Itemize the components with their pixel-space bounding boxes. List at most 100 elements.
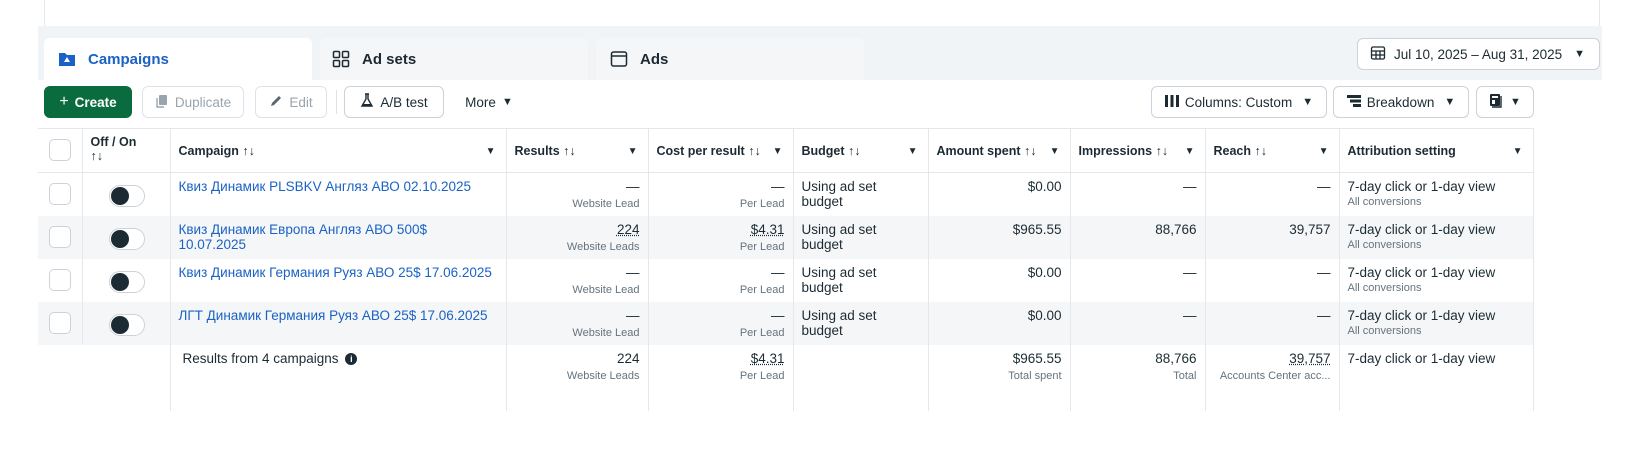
caret-down-icon: ▼ xyxy=(1302,96,1314,108)
ab-test-button[interactable]: A/B test xyxy=(344,86,444,118)
cost-per-result-value[interactable]: $4.31 xyxy=(750,222,785,237)
top-card-edge xyxy=(44,0,1600,30)
results-unit: Website Lead xyxy=(572,327,640,339)
summary-amount-spent: $965.55 xyxy=(1012,351,1062,366)
duplicate-icon xyxy=(155,94,169,111)
campaign-toggle[interactable] xyxy=(108,228,145,250)
caret-down-icon[interactable]: ▼ xyxy=(772,146,783,157)
edit-button[interactable]: Edit xyxy=(255,86,327,118)
summary-impressions: 88,766 xyxy=(1155,351,1197,366)
amount-spent-value: $0.00 xyxy=(1027,265,1062,280)
more-button[interactable]: More ▼ xyxy=(456,86,522,118)
table-row: Квиз Динамик Германия Руяз АВО 25$ 17.06… xyxy=(38,259,1534,302)
date-range-picker[interactable]: Jul 10, 2025 – Aug 31, 2025 ▼ xyxy=(1357,38,1600,70)
summary-attribution: 7-day click or 1-day view xyxy=(1347,351,1496,366)
table-header-row: Off / On ↑↓ Campaign ↑↓ ▼ Results ↑↓ ▼ C… xyxy=(38,128,1534,173)
tab-campaigns-label: Campaigns xyxy=(88,50,169,68)
amount-spent-value: $0.00 xyxy=(1027,308,1062,323)
columns-button[interactable]: Columns: Custom ▼ xyxy=(1151,86,1327,118)
toolbar: + Create Duplicate Edit A/B test More ▼ … xyxy=(44,86,1633,118)
attribution-value: 7-day click or 1-day view xyxy=(1347,179,1496,194)
row-checkbox[interactable] xyxy=(49,269,71,291)
attribution-header-label: Attribution setting xyxy=(1347,144,1456,158)
campaign-toggle[interactable] xyxy=(108,271,145,293)
summary-reach[interactable]: 39,757 xyxy=(1289,351,1331,366)
reports-button[interactable]: ▼ xyxy=(1476,86,1534,118)
impressions-header[interactable]: Impressions ↑↓ ▼ xyxy=(1070,128,1206,173)
campaign-header[interactable]: Campaign ↑↓ ▼ xyxy=(170,128,507,173)
breakdown-button[interactable]: Breakdown ▼ xyxy=(1333,86,1469,118)
columns-label: Columns: Custom xyxy=(1184,94,1293,110)
tab-ads[interactable]: Ads xyxy=(596,38,864,80)
reach-header[interactable]: Reach ↑↓ ▼ xyxy=(1205,128,1340,173)
summary-results: 224 xyxy=(616,351,640,366)
results-value: — xyxy=(626,265,640,280)
impressions-header-label: Impressions xyxy=(1078,144,1153,158)
tab-ads-label: Ads xyxy=(640,50,669,68)
reports-icon xyxy=(1489,93,1504,111)
caret-down-icon: ▼ xyxy=(1574,48,1586,60)
cost-per-result-header-label: Cost per result xyxy=(656,144,745,158)
campaign-name-link[interactable]: Квиз Динамик Германия Руяз АВО 25$ 17.06… xyxy=(178,265,492,280)
campaign-name-link[interactable]: Квиз Динамик Европа Англяз АВО 500$ 10.0… xyxy=(178,222,427,252)
folder-icon xyxy=(58,50,76,68)
select-all-checkbox[interactable] xyxy=(49,139,71,161)
caret-down-icon[interactable]: ▼ xyxy=(1184,146,1195,157)
sort-icon: ↑↓ xyxy=(848,144,861,158)
caret-down-icon[interactable]: ▼ xyxy=(1318,146,1329,157)
budget-value: Using ad set budget xyxy=(801,179,877,209)
summary-impressions-unit: Total xyxy=(1173,370,1197,382)
duplicate-label: Duplicate xyxy=(174,94,232,110)
row-checkbox[interactable] xyxy=(49,226,71,248)
amount-spent-header[interactable]: Amount spent ↑↓ ▼ xyxy=(928,128,1071,173)
amount-spent-value: $965.55 xyxy=(1012,222,1062,237)
create-button[interactable]: + Create xyxy=(44,86,132,118)
sort-icon: ↑↓ xyxy=(90,149,104,163)
results-header[interactable]: Results ↑↓ ▼ xyxy=(506,128,649,173)
campaign-toggle[interactable] xyxy=(108,185,145,207)
summary-cost-per-result[interactable]: $4.31 xyxy=(750,351,785,366)
caret-down-icon[interactable]: ▼ xyxy=(1049,146,1060,157)
attribution-sub: All conversions xyxy=(1347,325,1422,337)
budget-value: Using ad set budget xyxy=(801,265,877,295)
duplicate-button[interactable]: Duplicate xyxy=(142,86,244,118)
attribution-value: 7-day click or 1-day view xyxy=(1347,308,1496,323)
results-value[interactable]: 224 xyxy=(616,222,640,237)
caret-down-icon[interactable]: ▼ xyxy=(907,146,918,157)
summary-results-unit: Website Leads xyxy=(566,370,640,382)
results-value: — xyxy=(626,308,640,323)
summary-label: Results from 4 campaigns xyxy=(182,351,339,366)
campaign-name-link[interactable]: ЛГТ Динамик Германия Руяз АВО 25$ 17.06.… xyxy=(178,308,488,323)
ab-test-label: A/B test xyxy=(380,94,428,110)
off-on-header[interactable]: Off / On ↑↓ xyxy=(82,128,171,173)
tab-adsets[interactable]: Ad sets xyxy=(320,38,588,80)
summary-reach-unit: Accounts Center acc... xyxy=(1219,370,1331,382)
row-checkbox[interactable] xyxy=(49,183,71,205)
toolbar-divider xyxy=(336,90,337,114)
info-icon[interactable]: i xyxy=(345,353,358,366)
amount-spent-value: $0.00 xyxy=(1027,179,1062,194)
budget-header[interactable]: Budget ↑↓ ▼ xyxy=(793,128,929,173)
impressions-value: — xyxy=(1183,179,1197,194)
date-range-label: Jul 10, 2025 – Aug 31, 2025 xyxy=(1394,46,1563,62)
table-row: Квиз Динамик Европа Англяз АВО 500$ 10.0… xyxy=(38,216,1534,259)
tab-campaigns[interactable]: Campaigns xyxy=(44,38,312,80)
reach-value: 39,757 xyxy=(1289,222,1331,237)
more-label: More xyxy=(465,94,496,110)
columns-icon xyxy=(1164,94,1179,110)
sort-icon: ↑↓ xyxy=(563,144,576,158)
attribution-value: 7-day click or 1-day view xyxy=(1347,265,1496,280)
caret-down-icon[interactable]: ▼ xyxy=(485,146,496,157)
attribution-sub: All conversions xyxy=(1347,239,1422,251)
cost-per-result-header[interactable]: Cost per result ↑↓ ▼ xyxy=(648,128,794,173)
attribution-header[interactable]: Attribution setting ▼ xyxy=(1339,128,1534,173)
select-all-header xyxy=(38,128,83,173)
caret-down-icon[interactable]: ▼ xyxy=(627,146,638,157)
pencil-icon xyxy=(269,94,283,111)
caret-down-icon: ▼ xyxy=(501,96,513,108)
sort-icon: ↑↓ xyxy=(1155,144,1169,158)
campaign-toggle[interactable] xyxy=(108,314,145,336)
row-checkbox[interactable] xyxy=(49,312,71,334)
caret-down-icon[interactable]: ▼ xyxy=(1512,146,1523,157)
campaign-name-link[interactable]: Квиз Динамик PLSBKV Англяз АВО 02.10.202… xyxy=(178,179,472,194)
